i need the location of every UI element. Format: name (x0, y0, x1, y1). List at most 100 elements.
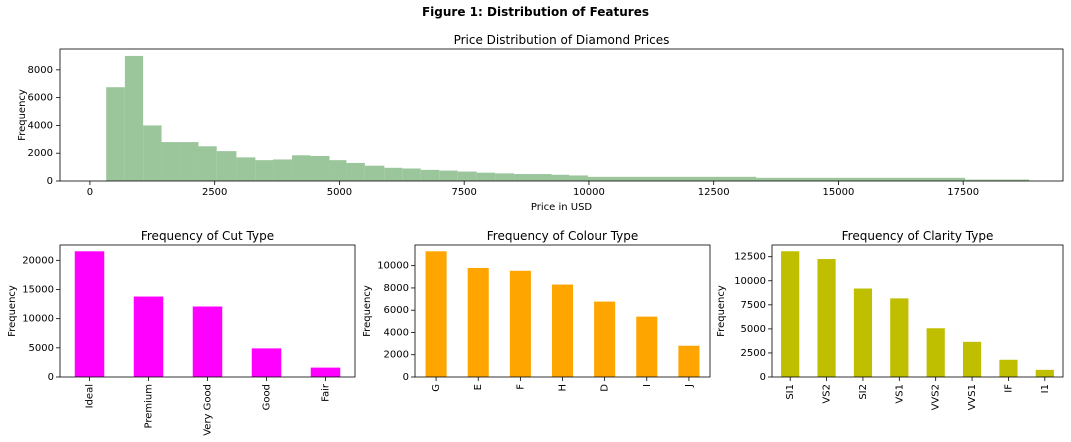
y-tick-label: 6000 (384, 305, 409, 316)
y-axis-label: Frequency (716, 285, 727, 337)
histogram-bin (439, 170, 458, 181)
plot-frame (771, 244, 1064, 378)
x-tick-label: I (642, 384, 653, 387)
histogram-bin (124, 55, 144, 181)
histogram-bin (346, 162, 365, 181)
x-tick-label: IF (1003, 384, 1014, 393)
x-tick-label: Fair (321, 383, 332, 402)
y-tick-label: 2000 (384, 350, 409, 361)
y-axis-label: Frequency (17, 89, 28, 141)
bar (74, 251, 105, 377)
x-tick-label: SI1 (785, 384, 796, 400)
bar (636, 316, 658, 377)
bar (817, 259, 836, 377)
x-tick-label: H (558, 384, 569, 392)
chart-title: Frequency of Cut Type (141, 229, 274, 243)
plot-frame (59, 244, 356, 378)
histogram-bin (457, 171, 477, 181)
histogram-bin (292, 155, 311, 181)
x-tick-label: D (600, 384, 611, 392)
x-tick-label: Good (262, 384, 273, 410)
bar (425, 251, 447, 377)
histogram-bin (364, 165, 385, 181)
bar (890, 298, 909, 377)
histogram-bin (106, 87, 125, 181)
x-tick-label: 17500 (947, 187, 979, 198)
x-tick-label: 5000 (327, 187, 352, 198)
bar (467, 267, 489, 377)
bar (853, 288, 873, 377)
y-tick-label: 4000 (384, 327, 409, 338)
y-tick-label: 8000 (384, 283, 409, 294)
histogram-bin (531, 174, 552, 181)
x-tick-label: 0 (87, 187, 93, 198)
chart-title: Frequency of Clarity Type (842, 229, 994, 243)
histogram-bin (143, 125, 162, 181)
histogram-bin (551, 174, 569, 181)
histogram-bin (495, 173, 515, 181)
x-tick-label: 12500 (698, 187, 730, 198)
y-tick-label: 12500 (734, 252, 766, 263)
bar (999, 359, 1018, 377)
x-tick-label: I1 (1040, 384, 1051, 393)
histogram-bin (216, 151, 237, 181)
histogram-bin (255, 160, 274, 181)
histogram-bin (420, 169, 440, 181)
y-tick-label: 5000 (741, 324, 766, 335)
x-tick-label: VS2 (822, 384, 833, 404)
bar (1035, 369, 1054, 377)
y-tick-label: 15000 (22, 285, 54, 296)
y-tick-label: 4000 (28, 120, 53, 131)
x-tick-label: J (684, 384, 695, 388)
histogram-bin (179, 142, 199, 181)
bar (926, 328, 945, 377)
bar (192, 306, 223, 377)
x-tick-label: F (515, 384, 526, 390)
y-tick-label: 8000 (28, 65, 53, 76)
histogram-bin (161, 142, 180, 181)
x-axis-label: Price in USD (531, 202, 593, 213)
bar (781, 251, 800, 377)
y-tick-label: 7500 (741, 300, 766, 311)
figure-title: Figure 1: Distribution of Features (421, 5, 649, 19)
histogram-bin (402, 168, 421, 181)
histogram-bin (236, 157, 256, 181)
histogram-bin (587, 176, 757, 181)
bar (251, 348, 282, 377)
y-axis-label: Frequency (362, 285, 373, 337)
x-tick-label: Premium (144, 384, 155, 429)
histogram-bin (965, 179, 1030, 181)
y-tick-label: 10000 (377, 261, 409, 272)
bar (509, 270, 531, 377)
y-axis-label: Frequency (7, 285, 18, 337)
histogram-bin (384, 167, 403, 181)
x-tick-label: 2500 (202, 187, 227, 198)
histogram-bin (514, 174, 532, 181)
y-tick-label: 0 (760, 372, 766, 383)
x-tick-label: 7500 (451, 187, 476, 198)
bar (962, 341, 982, 377)
x-tick-label: 15000 (823, 187, 855, 198)
histogram-bin (273, 159, 293, 181)
y-tick-label: 0 (47, 176, 53, 187)
y-tick-label: 10000 (734, 276, 766, 287)
y-tick-label: 20000 (22, 255, 54, 266)
y-tick-label: 2500 (741, 348, 766, 359)
x-tick-label: Ideal (85, 384, 96, 408)
y-tick-label: 5000 (29, 343, 54, 354)
y-tick-label: 0 (48, 372, 54, 383)
x-tick-label: 10000 (573, 187, 605, 198)
x-tick-label: E (473, 384, 484, 390)
bar (133, 296, 164, 377)
histogram-bin (198, 146, 217, 181)
bar (678, 345, 700, 377)
x-tick-label: VS1 (894, 384, 905, 404)
y-tick-label: 0 (403, 372, 409, 383)
histogram-bin (329, 160, 347, 181)
histogram-bin (310, 155, 330, 181)
histogram-bin (476, 172, 496, 181)
x-tick-label: VVS2 (931, 384, 942, 410)
histogram-bin (756, 177, 966, 181)
chart-title: Price Distribution of Diamond Prices (454, 33, 670, 47)
